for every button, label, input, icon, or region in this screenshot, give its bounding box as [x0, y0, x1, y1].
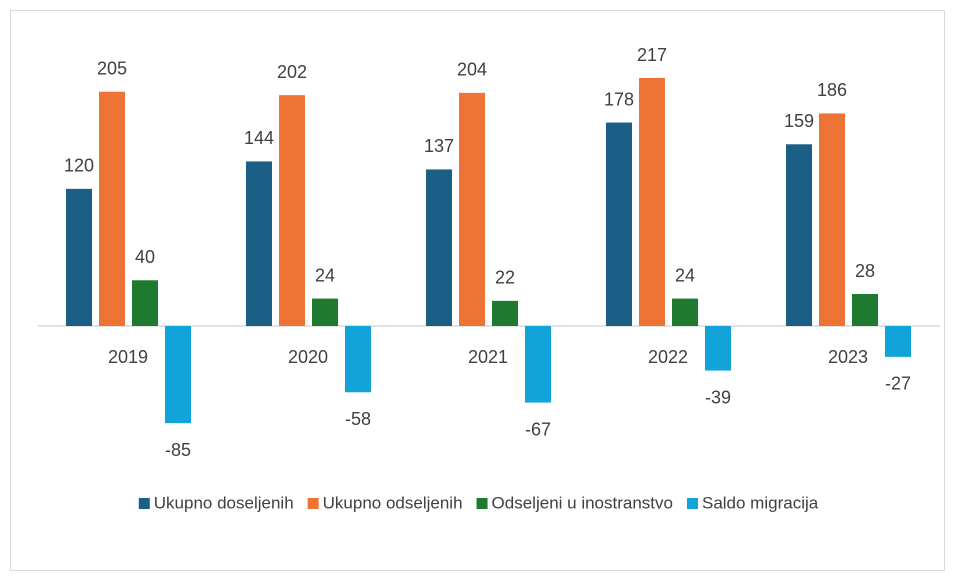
bar [66, 188, 92, 326]
bar [672, 298, 698, 326]
legend-label: Odseljeni u inostranstvo [492, 493, 673, 512]
x-tick-label: 2023 [828, 347, 868, 367]
data-label: 24 [315, 265, 335, 285]
data-label: 40 [135, 247, 155, 267]
bar [132, 280, 158, 326]
x-tick-label: 2020 [288, 347, 328, 367]
bar [99, 91, 125, 326]
legend-swatch [686, 498, 698, 509]
bar [492, 300, 518, 326]
legend-swatch [307, 498, 319, 509]
data-label: 28 [855, 261, 875, 281]
x-tick-label: 2022 [648, 347, 688, 367]
legend-swatch [138, 498, 150, 509]
data-label: 202 [277, 62, 307, 82]
bar [525, 326, 551, 403]
data-label: -67 [525, 419, 551, 439]
bar [819, 113, 845, 326]
data-label: 120 [64, 156, 94, 176]
data-label: 186 [817, 80, 847, 100]
data-label: 217 [637, 45, 667, 65]
legend-label: Ukupno doseljenih [154, 493, 294, 512]
data-label: -39 [705, 387, 731, 407]
legend-swatch [476, 498, 488, 509]
bar [705, 326, 731, 371]
legend-label: Saldo migracija [702, 493, 819, 512]
bar [786, 144, 812, 326]
bar [312, 298, 338, 326]
bar [459, 92, 485, 326]
bar [885, 326, 911, 357]
bar [279, 95, 305, 327]
legend-label: Ukupno odseljenih [323, 493, 463, 512]
bar [606, 122, 632, 326]
data-label: 22 [495, 268, 515, 288]
data-label: 178 [604, 89, 634, 109]
data-label: -27 [885, 374, 911, 394]
bar [639, 78, 665, 326]
data-label: 137 [424, 136, 454, 156]
data-label: -58 [345, 409, 371, 429]
bar [246, 161, 272, 326]
x-tick-label: 2021 [468, 347, 508, 367]
data-label: 205 [97, 58, 127, 78]
bar [165, 326, 191, 424]
x-tick-label: 2019 [108, 347, 148, 367]
bar [426, 169, 452, 326]
data-label: 24 [675, 265, 695, 285]
data-label: 144 [244, 128, 274, 148]
bar [852, 294, 878, 326]
data-label: 204 [457, 60, 487, 80]
bar [345, 326, 371, 393]
data-label: -85 [165, 440, 191, 460]
data-label: 159 [784, 111, 814, 131]
